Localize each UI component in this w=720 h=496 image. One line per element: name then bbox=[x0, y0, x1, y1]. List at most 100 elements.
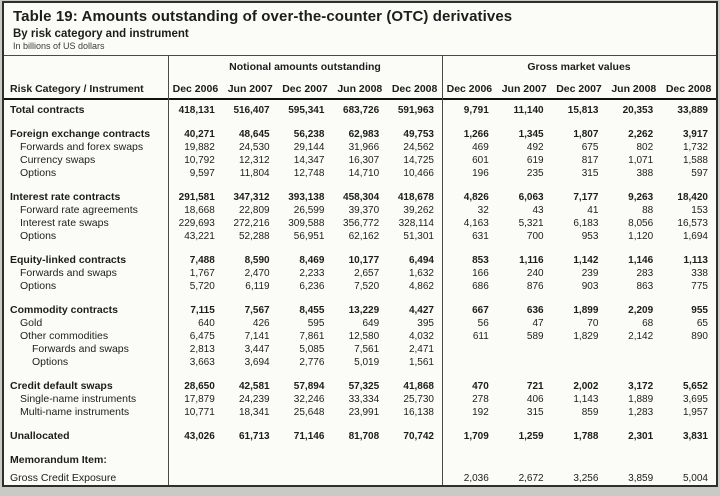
table-row: Multi-name instruments 10,771 18,341 25,648… bbox=[4, 406, 716, 419]
notional-value: 418,678 bbox=[397, 192, 434, 203]
gmv-value: 239 bbox=[581, 268, 599, 279]
column-header-notional-2: Dec 2007 bbox=[282, 83, 328, 95]
notional-value: 6,494 bbox=[408, 255, 434, 266]
notional-value: 595 bbox=[307, 318, 325, 329]
row-header-label: Risk Category / Instrument bbox=[10, 83, 144, 95]
notional-value: 418,131 bbox=[178, 105, 215, 116]
table-row: Forwards and swaps 2,813 3,447 5,085 7,561 2,… bbox=[4, 343, 716, 356]
table-header: Notional amounts outstanding Gross marke… bbox=[4, 56, 716, 100]
notional-value: 19,882 bbox=[184, 142, 215, 153]
column-divider-label bbox=[168, 56, 169, 485]
notional-value: 26,599 bbox=[293, 205, 325, 216]
notional-value: 43,026 bbox=[184, 431, 215, 442]
column-header-gmv-3: Jun 2008 bbox=[611, 83, 657, 95]
table-row: Other commodities 6,475 7,141 7,861 12,580 4,… bbox=[4, 330, 716, 343]
gmv-value: 597 bbox=[691, 168, 708, 179]
gmv-value: 70 bbox=[587, 318, 599, 329]
unit-note: In billions of US dollars bbox=[13, 41, 105, 51]
gmv-value: 1,116 bbox=[519, 255, 544, 266]
notional-value: 7,488 bbox=[189, 255, 215, 266]
notional-value: 356,772 bbox=[343, 218, 380, 229]
notional-value: 7,561 bbox=[354, 344, 380, 355]
notional-value: 31,966 bbox=[348, 142, 380, 153]
notional-value: 16,138 bbox=[403, 407, 434, 418]
gmv-value: 1,694 bbox=[682, 231, 708, 242]
gmv-value: 1,588 bbox=[682, 155, 708, 166]
gmv-value: 863 bbox=[636, 281, 654, 292]
notional-value: 56,951 bbox=[293, 231, 325, 242]
row-label: Options bbox=[20, 230, 57, 242]
gmv-value: 9,263 bbox=[628, 192, 654, 203]
gmv-value: 700 bbox=[526, 231, 544, 242]
notional-value: 1,632 bbox=[408, 268, 434, 279]
gmv-value: 166 bbox=[472, 268, 489, 279]
gmv-value: 43 bbox=[532, 205, 544, 216]
notional-value: 595,341 bbox=[288, 105, 325, 116]
table-row: Memorandum Item: bbox=[4, 454, 716, 467]
gmv-value: 1,266 bbox=[463, 129, 489, 140]
gmv-value: 7,177 bbox=[573, 192, 599, 203]
gmv-value: 1,829 bbox=[573, 331, 599, 342]
notional-value: 458,304 bbox=[343, 192, 380, 203]
notional-value: 272,216 bbox=[233, 218, 270, 229]
notional-value: 9,597 bbox=[189, 168, 215, 179]
notional-value: 52,288 bbox=[239, 231, 270, 242]
gmv-value: 9,791 bbox=[463, 105, 489, 116]
notional-value: 11,804 bbox=[239, 168, 270, 179]
row-label: Gross Credit Exposure bbox=[10, 472, 117, 484]
notional-value: 57,325 bbox=[348, 381, 380, 392]
notional-value: 3,663 bbox=[189, 357, 215, 368]
column-divider-notional-gmv bbox=[442, 56, 443, 485]
gmv-value: 890 bbox=[691, 331, 708, 342]
gmv-value: 2,002 bbox=[573, 381, 599, 392]
gmv-value: 1,143 bbox=[573, 394, 599, 405]
title-block: Table 19: Amounts outstanding of over-th… bbox=[4, 3, 716, 55]
gmv-value: 775 bbox=[691, 281, 708, 292]
notional-value: 426 bbox=[252, 318, 270, 329]
gmv-value: 589 bbox=[526, 331, 544, 342]
table-row: Foreign exchange contracts 40,271 48,645 56… bbox=[4, 128, 716, 141]
notional-value: 23,991 bbox=[348, 407, 380, 418]
notional-value: 39,370 bbox=[348, 205, 380, 216]
notional-value: 22,809 bbox=[239, 205, 270, 216]
notional-value: 24,239 bbox=[239, 394, 270, 405]
otc-derivatives-table: Notional amounts outstanding Gross marke… bbox=[4, 55, 716, 485]
notional-value: 61,713 bbox=[239, 431, 270, 442]
gmv-value: 1,899 bbox=[573, 305, 599, 316]
gmv-value: 686 bbox=[472, 281, 489, 292]
gmv-value: 5,004 bbox=[682, 473, 708, 484]
notional-value: 12,748 bbox=[293, 168, 325, 179]
gmv-value: 469 bbox=[472, 142, 489, 153]
notional-value: 40,271 bbox=[184, 129, 215, 140]
notional-value: 7,141 bbox=[244, 331, 270, 342]
gmv-value: 1,146 bbox=[628, 255, 654, 266]
gmv-value: 1,709 bbox=[463, 431, 489, 442]
notional-value: 4,032 bbox=[408, 331, 434, 342]
gmv-value: 5,652 bbox=[682, 381, 708, 392]
column-header-notional-3: Jun 2008 bbox=[337, 83, 383, 95]
row-label: Commodity contracts bbox=[10, 304, 118, 316]
group-header-row: Notional amounts outstanding Gross marke… bbox=[4, 56, 716, 76]
notional-value: 229,693 bbox=[178, 218, 215, 229]
column-header-gmv-1: Jun 2007 bbox=[501, 83, 547, 95]
notional-value: 28,650 bbox=[184, 381, 215, 392]
notional-value: 1,767 bbox=[189, 268, 215, 279]
table-row: Equity-linked contracts 7,488 8,590 8,469 10… bbox=[4, 254, 716, 267]
gmv-value: 619 bbox=[526, 155, 544, 166]
row-label: Other commodities bbox=[20, 330, 109, 342]
row-label: Unallocated bbox=[10, 430, 70, 442]
gmv-value: 802 bbox=[636, 142, 654, 153]
notional-value: 8,455 bbox=[299, 305, 325, 316]
gmv-value: 903 bbox=[581, 281, 599, 292]
gmv-value: 2,142 bbox=[628, 331, 654, 342]
notional-value: 51,301 bbox=[403, 231, 434, 242]
gmv-value: 6,063 bbox=[518, 192, 544, 203]
notional-value: 49,753 bbox=[403, 129, 434, 140]
notional-value: 32,246 bbox=[293, 394, 325, 405]
gmv-value: 11,140 bbox=[513, 105, 544, 116]
gmv-value: 1,142 bbox=[573, 255, 599, 266]
row-label: Currency swaps bbox=[20, 154, 96, 166]
gmv-value: 20,353 bbox=[622, 105, 654, 116]
notional-value: 62,983 bbox=[348, 129, 380, 140]
table-row: Options 3,663 3,694 2,776 5,019 1,561 bbox=[4, 356, 716, 369]
